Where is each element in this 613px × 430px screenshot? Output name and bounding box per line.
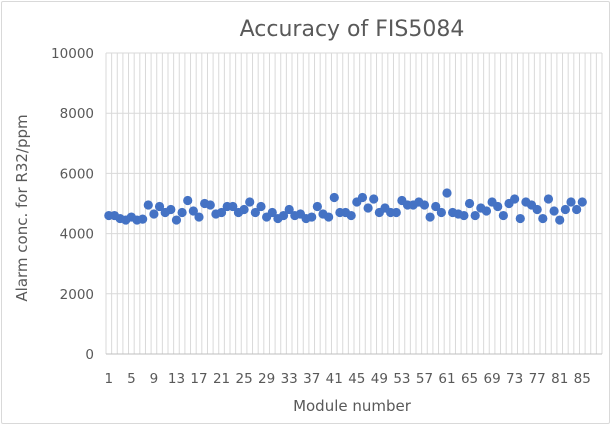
data-point (419, 200, 430, 210)
x-tick-label: 33 (281, 371, 298, 387)
data-point (245, 197, 255, 207)
data-point (510, 194, 520, 204)
data-point (250, 207, 260, 218)
x-axis-tick-labels: 1 5 9 13 17 21 25 29 33 37 41 45 49 53 57 61 65 69 73 77 81 8… (105, 371, 591, 387)
data-point (278, 210, 289, 221)
data-point (566, 197, 576, 207)
y-tick-label: 10000 (51, 46, 94, 62)
data-point (267, 207, 277, 218)
x-tick-label: 21 (213, 371, 230, 387)
y-tick-label: 8000 (60, 106, 94, 122)
x-tick-label: 9 (150, 371, 159, 387)
x-tick-label: 25 (235, 371, 252, 387)
x-tick-label: 53 (393, 371, 410, 387)
data-point (177, 207, 187, 218)
data-point (481, 206, 492, 216)
x-tick-label: 49 (371, 371, 388, 387)
x-tick-label: 5 (127, 371, 136, 387)
chart-frame: Accuracy of FIS5084 0 2000 4000 6000 8000 100… (1, 1, 610, 424)
data-point (431, 201, 441, 212)
data-point (138, 214, 148, 224)
horizontal-gridlines (106, 52, 602, 295)
data-point (171, 215, 182, 225)
x-tick-label: 61 (438, 371, 455, 387)
data-point (555, 215, 565, 225)
data-point (149, 209, 159, 219)
data-point (312, 201, 322, 212)
data-point (256, 201, 266, 212)
y-tick-label: 4000 (60, 227, 94, 243)
data-point (228, 201, 238, 212)
x-tick-label: 45 (348, 371, 365, 387)
data-point (442, 188, 452, 198)
x-tick-label: 37 (303, 371, 320, 387)
data-point (532, 204, 542, 215)
x-tick-label: 1 (105, 371, 114, 387)
data-point (329, 192, 339, 203)
y-tick-label: 2000 (60, 287, 94, 303)
data-point (470, 210, 480, 221)
data-point (363, 203, 373, 213)
y-axis-title: Alarm conc. for R32/ppm (13, 114, 31, 301)
data-point (216, 207, 227, 218)
x-tick-label: 29 (258, 371, 275, 387)
data-point (369, 194, 379, 204)
x-tick-label: 81 (551, 371, 568, 387)
data-point (188, 206, 198, 216)
x-tick-label: 13 (168, 371, 185, 387)
data-point (205, 200, 215, 210)
data-point (543, 194, 554, 204)
x-tick-label: 17 (190, 371, 207, 387)
data-point (307, 212, 317, 222)
data-point (515, 213, 525, 224)
x-tick-label: 57 (416, 371, 433, 387)
data-point (464, 198, 475, 209)
data-point (324, 212, 334, 222)
x-tick-label: 41 (326, 371, 343, 387)
y-tick-label: 6000 (60, 166, 94, 182)
data-point (284, 204, 294, 215)
y-tick-label: 0 (85, 347, 94, 363)
data-point (538, 213, 548, 224)
data-point (166, 204, 176, 215)
scatter-chart: Accuracy of FIS5084 0 2000 4000 6000 8000 100… (13, 17, 603, 415)
x-tick-label: 85 (574, 371, 591, 387)
x-tick-label: 73 (506, 371, 523, 387)
data-point (459, 210, 469, 221)
data-point (154, 201, 165, 212)
data-point (560, 204, 570, 215)
chart-title: Accuracy of FIS5084 (240, 17, 465, 42)
data-point (577, 197, 587, 207)
data-points (104, 188, 587, 225)
x-tick-label: 69 (483, 371, 500, 387)
data-point (493, 201, 503, 212)
data-point (425, 212, 435, 222)
x-axis-title: Module number (293, 397, 412, 415)
x-tick-label: 65 (461, 371, 478, 387)
data-point (357, 192, 368, 203)
data-point (498, 210, 508, 221)
data-point (391, 207, 401, 218)
data-point (436, 207, 446, 218)
data-point (194, 212, 204, 222)
data-point (346, 210, 356, 221)
y-axis-tick-labels: 0 2000 4000 6000 8000 10000 (51, 46, 94, 363)
data-point (239, 204, 249, 215)
data-point (549, 206, 559, 216)
x-tick-label: 77 (529, 371, 546, 387)
data-point (183, 195, 193, 206)
data-point (143, 200, 153, 210)
data-point (572, 204, 582, 215)
